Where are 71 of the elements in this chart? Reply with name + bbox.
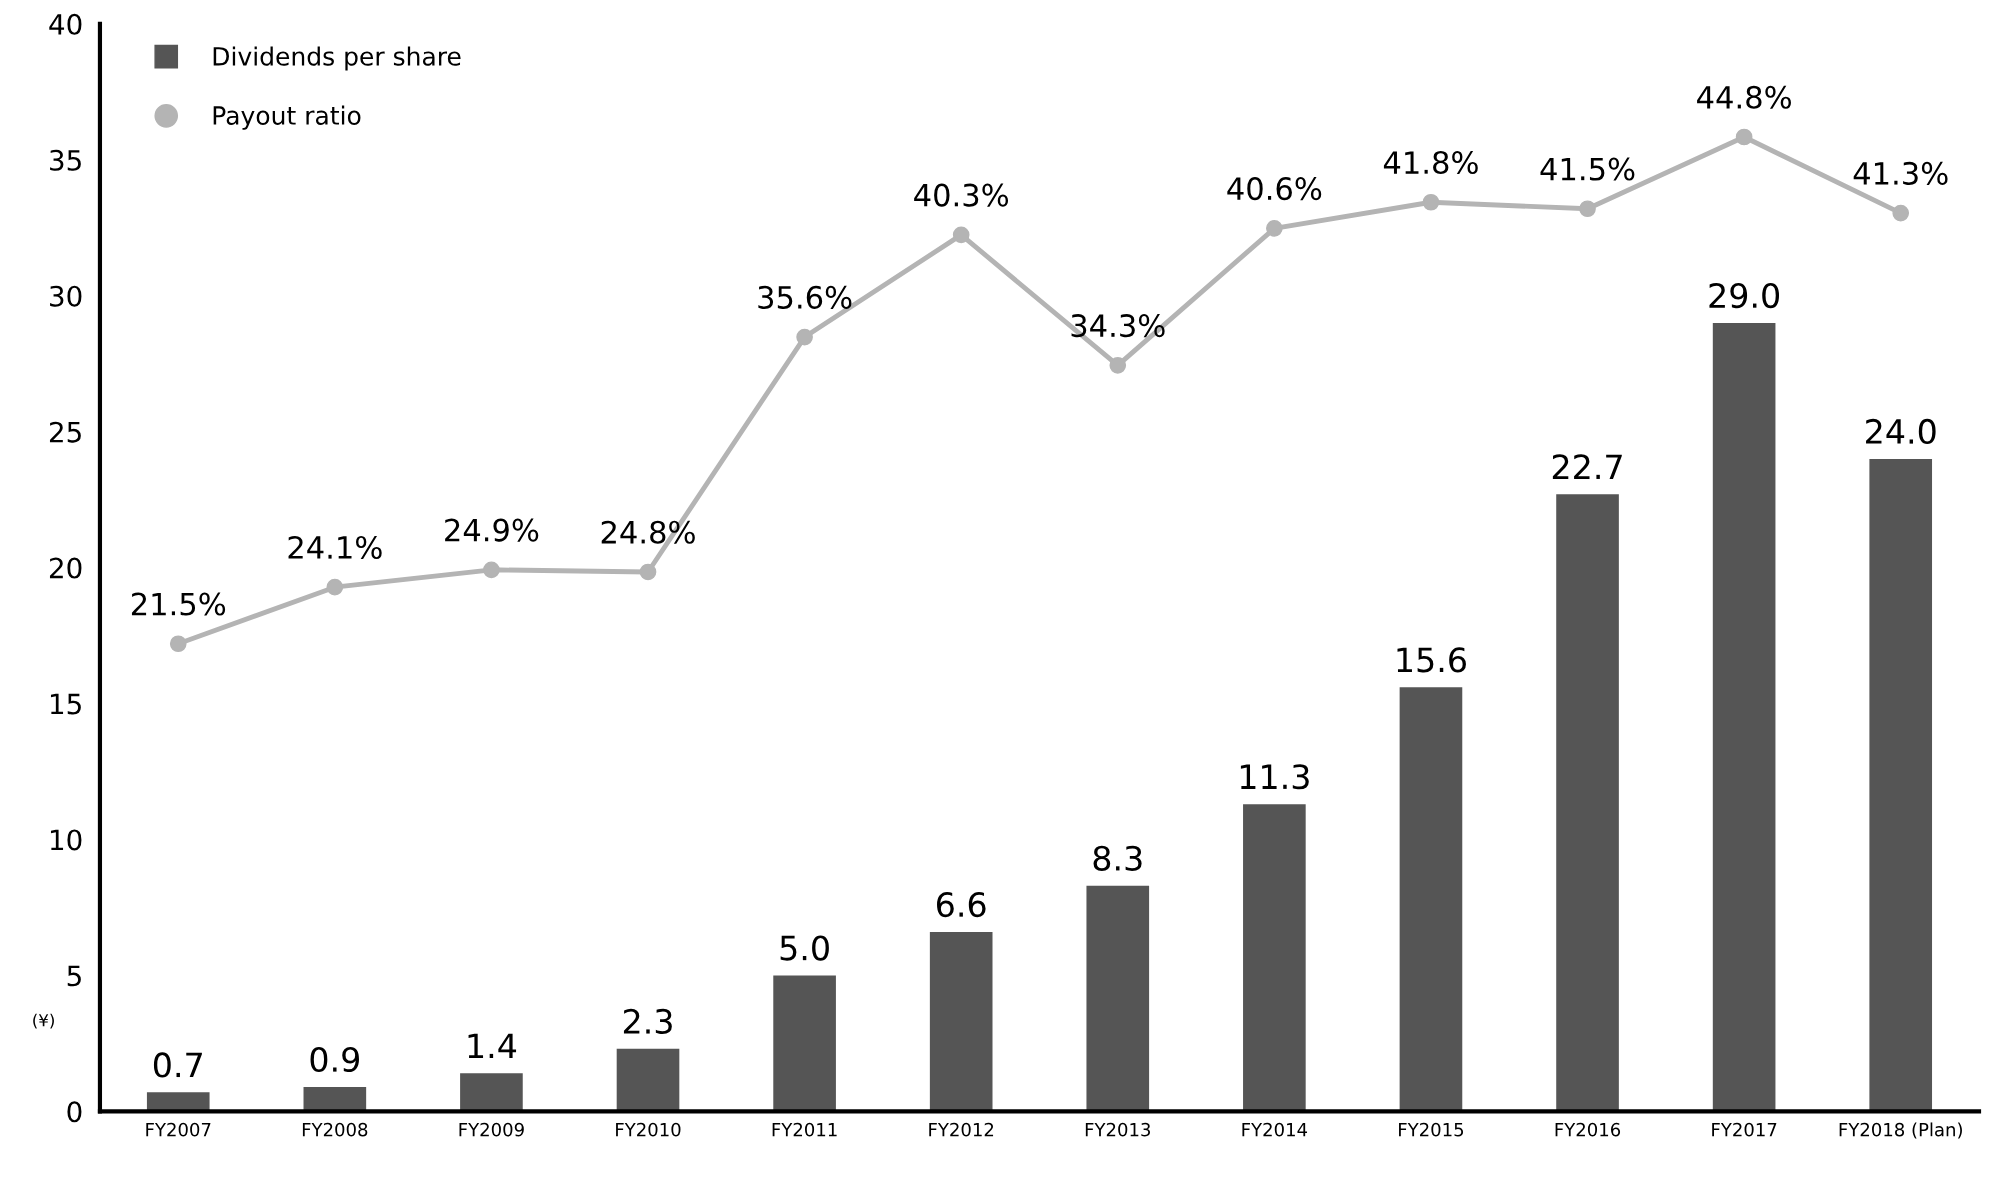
legend-label: Dividends per share bbox=[213, 46, 461, 71]
data-label: 41.5% bbox=[1540, 157, 1635, 181]
point bbox=[1422, 193, 1440, 211]
bar bbox=[1243, 804, 1306, 1112]
data-label: 24.9% bbox=[445, 518, 539, 542]
point bbox=[1579, 200, 1596, 218]
y-axis-title: (¥) bbox=[33, 1013, 54, 1029]
y-tick-label: 10 bbox=[50, 829, 82, 851]
bar bbox=[1556, 494, 1619, 1112]
point bbox=[1892, 204, 1910, 222]
x-tick-label: FY2007 bbox=[146, 1122, 211, 1137]
x-tick-label: FY2012 bbox=[929, 1122, 994, 1137]
bar bbox=[1399, 687, 1463, 1112]
data-label: 2.3 bbox=[623, 1008, 672, 1035]
data-label: 5.0 bbox=[780, 935, 829, 961]
x-tick-label: FY2015 bbox=[1399, 1122, 1464, 1137]
x-tick-label: FY2008 bbox=[302, 1122, 368, 1137]
y-tick-label: 25 bbox=[49, 421, 81, 443]
point bbox=[483, 561, 500, 579]
point bbox=[796, 328, 813, 346]
x-tick-label: FY2011 bbox=[772, 1122, 837, 1137]
data-label: 40.6% bbox=[1227, 177, 1322, 201]
data-label: 29.0 bbox=[1709, 282, 1780, 309]
data-label: 41.3% bbox=[1853, 161, 1948, 185]
point bbox=[1109, 357, 1127, 374]
x-tick-label: FY2016 bbox=[1555, 1122, 1621, 1137]
y-tick-label: 0 bbox=[67, 1101, 82, 1123]
bar bbox=[1712, 322, 1776, 1112]
x-tick-label: FY2014 bbox=[1242, 1122, 1308, 1137]
x-tick-label: FY2010 bbox=[616, 1122, 681, 1137]
bar bbox=[929, 931, 993, 1112]
data-label: 21.5% bbox=[131, 592, 226, 616]
point bbox=[1266, 220, 1283, 237]
y-tick-label: 40 bbox=[49, 13, 82, 35]
data-label: 11.3 bbox=[1240, 764, 1309, 790]
bar bbox=[1086, 885, 1150, 1112]
y-tick-label: 30 bbox=[50, 285, 82, 307]
point bbox=[1735, 128, 1753, 146]
bar bbox=[1869, 458, 1933, 1112]
data-label: 15.6 bbox=[1397, 647, 1466, 673]
x-tick-label: FY2018 (Plan) bbox=[1839, 1122, 1962, 1139]
point bbox=[169, 635, 187, 653]
data-label: 35.6% bbox=[758, 285, 852, 309]
y-tick-label: 15 bbox=[50, 693, 81, 715]
y-tick-label: 5 bbox=[67, 965, 81, 987]
data-label: 0.9 bbox=[310, 1046, 359, 1073]
data-label: 41.8% bbox=[1383, 150, 1478, 175]
point bbox=[952, 226, 970, 244]
bar bbox=[773, 975, 836, 1112]
bar bbox=[616, 1048, 680, 1112]
y-tick-label: 35 bbox=[50, 149, 81, 171]
data-label: 6.6 bbox=[937, 891, 986, 918]
x-tick-label: FY2009 bbox=[459, 1122, 524, 1137]
data-label: 0.7 bbox=[153, 1052, 202, 1078]
data-label: 34.3% bbox=[1071, 314, 1165, 338]
data-label: 8.3 bbox=[1093, 845, 1142, 871]
bar bbox=[146, 1092, 210, 1112]
data-label: 24.0 bbox=[1866, 418, 1936, 445]
y-tick-label: 20 bbox=[49, 557, 82, 579]
x-tick-label: FY2017 bbox=[1712, 1122, 1777, 1137]
data-label: 22.7 bbox=[1552, 454, 1622, 479]
data-label: 24.1% bbox=[288, 535, 382, 560]
bar bbox=[460, 1073, 523, 1112]
data-label: 40.3% bbox=[914, 183, 1009, 207]
legend-label: Payout ratio bbox=[213, 105, 361, 130]
data-label: 1.4 bbox=[468, 1033, 517, 1059]
data-label: 44.8% bbox=[1697, 85, 1791, 109]
data-label: 24.8% bbox=[601, 520, 695, 544]
x-tick-label: FY2013 bbox=[1085, 1122, 1151, 1137]
point bbox=[326, 578, 344, 596]
point bbox=[639, 563, 657, 581]
